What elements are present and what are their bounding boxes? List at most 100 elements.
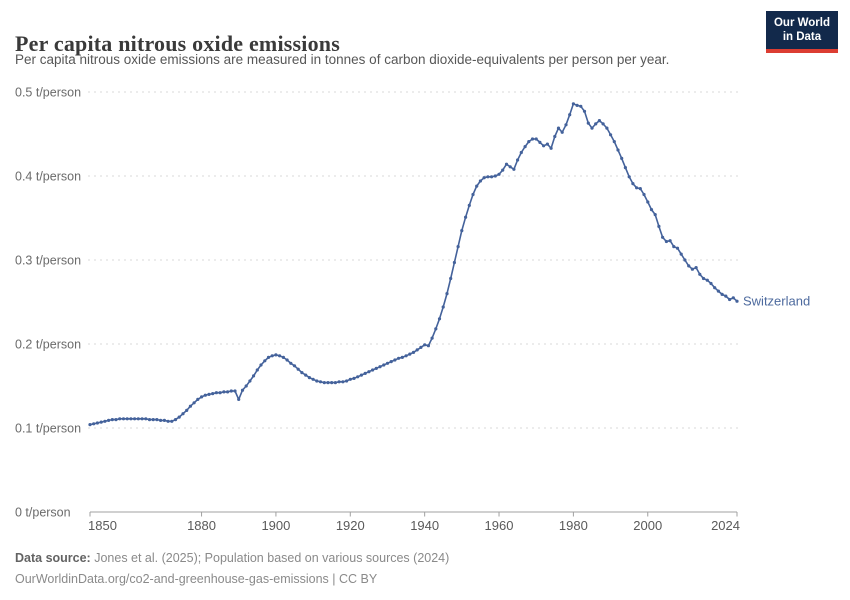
data-point bbox=[118, 417, 122, 421]
data-point bbox=[419, 345, 423, 349]
data-point bbox=[363, 371, 367, 375]
page-title: Per capita nitrous oxide emissions bbox=[15, 30, 340, 56]
data-point bbox=[252, 374, 256, 378]
data-point bbox=[709, 281, 713, 286]
data-point bbox=[486, 175, 490, 179]
y-axis-tick-label: 0.2 t/person bbox=[15, 338, 81, 352]
data-point bbox=[318, 380, 323, 384]
data-point bbox=[616, 148, 620, 152]
data-point bbox=[289, 361, 293, 365]
data-point bbox=[248, 379, 252, 383]
data-point bbox=[315, 379, 319, 383]
data-point bbox=[620, 156, 624, 160]
data-point bbox=[200, 395, 204, 399]
data-point bbox=[523, 145, 527, 149]
data-point bbox=[586, 121, 590, 125]
data-point bbox=[437, 317, 442, 321]
data-point bbox=[266, 355, 271, 359]
data-point bbox=[661, 235, 665, 239]
data-point bbox=[330, 381, 334, 385]
data-point bbox=[694, 266, 698, 270]
data-point bbox=[490, 175, 494, 179]
data-point bbox=[173, 418, 178, 422]
data-point bbox=[713, 286, 717, 290]
series-label[interactable]: Switzerland bbox=[743, 294, 810, 309]
data-point bbox=[724, 294, 728, 298]
data-point bbox=[296, 367, 300, 371]
data-point bbox=[196, 397, 200, 401]
data-point bbox=[672, 245, 676, 249]
data-point bbox=[452, 260, 456, 265]
x-axis-tick-label: 2000 bbox=[633, 518, 662, 533]
data-point bbox=[434, 327, 438, 331]
data-point bbox=[389, 360, 393, 364]
data-point bbox=[605, 126, 609, 130]
data-point bbox=[136, 417, 140, 421]
data-point bbox=[698, 272, 702, 276]
data-source-label: Data source: bbox=[15, 551, 91, 565]
data-line[interactable] bbox=[89, 103, 738, 426]
data-point bbox=[188, 404, 192, 408]
data-point bbox=[348, 377, 352, 381]
x-axis-tick-label: 1960 bbox=[485, 518, 514, 533]
data-point bbox=[304, 373, 308, 377]
data-point bbox=[99, 420, 103, 424]
data-point bbox=[244, 384, 248, 388]
data-point bbox=[378, 365, 382, 369]
license-line[interactable]: OurWorldinData.org/co2-and-greenhouse-ga… bbox=[15, 572, 378, 586]
data-point bbox=[571, 102, 576, 106]
data-point bbox=[385, 361, 390, 365]
data-point bbox=[107, 418, 111, 422]
x-axis-tick-label: 1940 bbox=[410, 518, 439, 533]
data-point bbox=[274, 353, 278, 357]
data-point bbox=[609, 133, 613, 137]
data-point bbox=[92, 422, 96, 426]
data-point bbox=[612, 140, 616, 144]
data-point bbox=[393, 358, 397, 362]
data-point bbox=[594, 122, 598, 126]
data-point bbox=[668, 239, 672, 243]
data-point bbox=[151, 418, 155, 422]
data-point bbox=[192, 401, 196, 405]
data-point bbox=[493, 174, 497, 178]
data-point bbox=[214, 391, 218, 395]
data-point bbox=[382, 363, 386, 367]
data-point bbox=[337, 380, 341, 384]
data-point bbox=[449, 276, 453, 281]
data-point bbox=[728, 297, 732, 302]
data-point bbox=[731, 296, 735, 300]
data-point bbox=[705, 278, 709, 282]
y-axis-tick-label: 0.4 t/person bbox=[15, 170, 81, 184]
data-point bbox=[426, 344, 430, 348]
data-point bbox=[456, 245, 460, 249]
data-point bbox=[95, 421, 99, 425]
y-axis-tick-label: 0 t/person bbox=[15, 506, 71, 520]
data-point bbox=[627, 175, 631, 179]
data-point bbox=[125, 417, 129, 421]
data-point bbox=[307, 376, 311, 380]
data-point bbox=[326, 381, 330, 385]
data-point bbox=[185, 408, 189, 412]
data-point bbox=[464, 215, 468, 219]
data-point bbox=[690, 267, 695, 271]
data-point bbox=[211, 392, 215, 396]
x-axis-tick-label: 1880 bbox=[187, 518, 216, 533]
data-point bbox=[322, 381, 326, 385]
data-point bbox=[121, 417, 126, 421]
data-point bbox=[233, 389, 237, 393]
line-chart-canvas[interactable]: 0 t/person 0.1 t/person 0.2 t/person 0.3 t/… bbox=[0, 80, 850, 548]
y-axis-tick-label: 0.3 t/person bbox=[15, 254, 81, 268]
data-point bbox=[527, 140, 531, 144]
data-point bbox=[590, 126, 594, 130]
data-point bbox=[582, 109, 587, 113]
data-point bbox=[400, 355, 404, 359]
data-point bbox=[549, 146, 553, 150]
owid-logo: Our World in Data bbox=[765, 11, 838, 53]
data-point bbox=[597, 119, 602, 123]
data-point bbox=[300, 371, 304, 375]
data-point bbox=[285, 358, 289, 362]
data-point bbox=[415, 348, 419, 352]
data-point bbox=[259, 363, 263, 367]
data-point bbox=[664, 239, 669, 244]
data-point bbox=[374, 366, 378, 370]
